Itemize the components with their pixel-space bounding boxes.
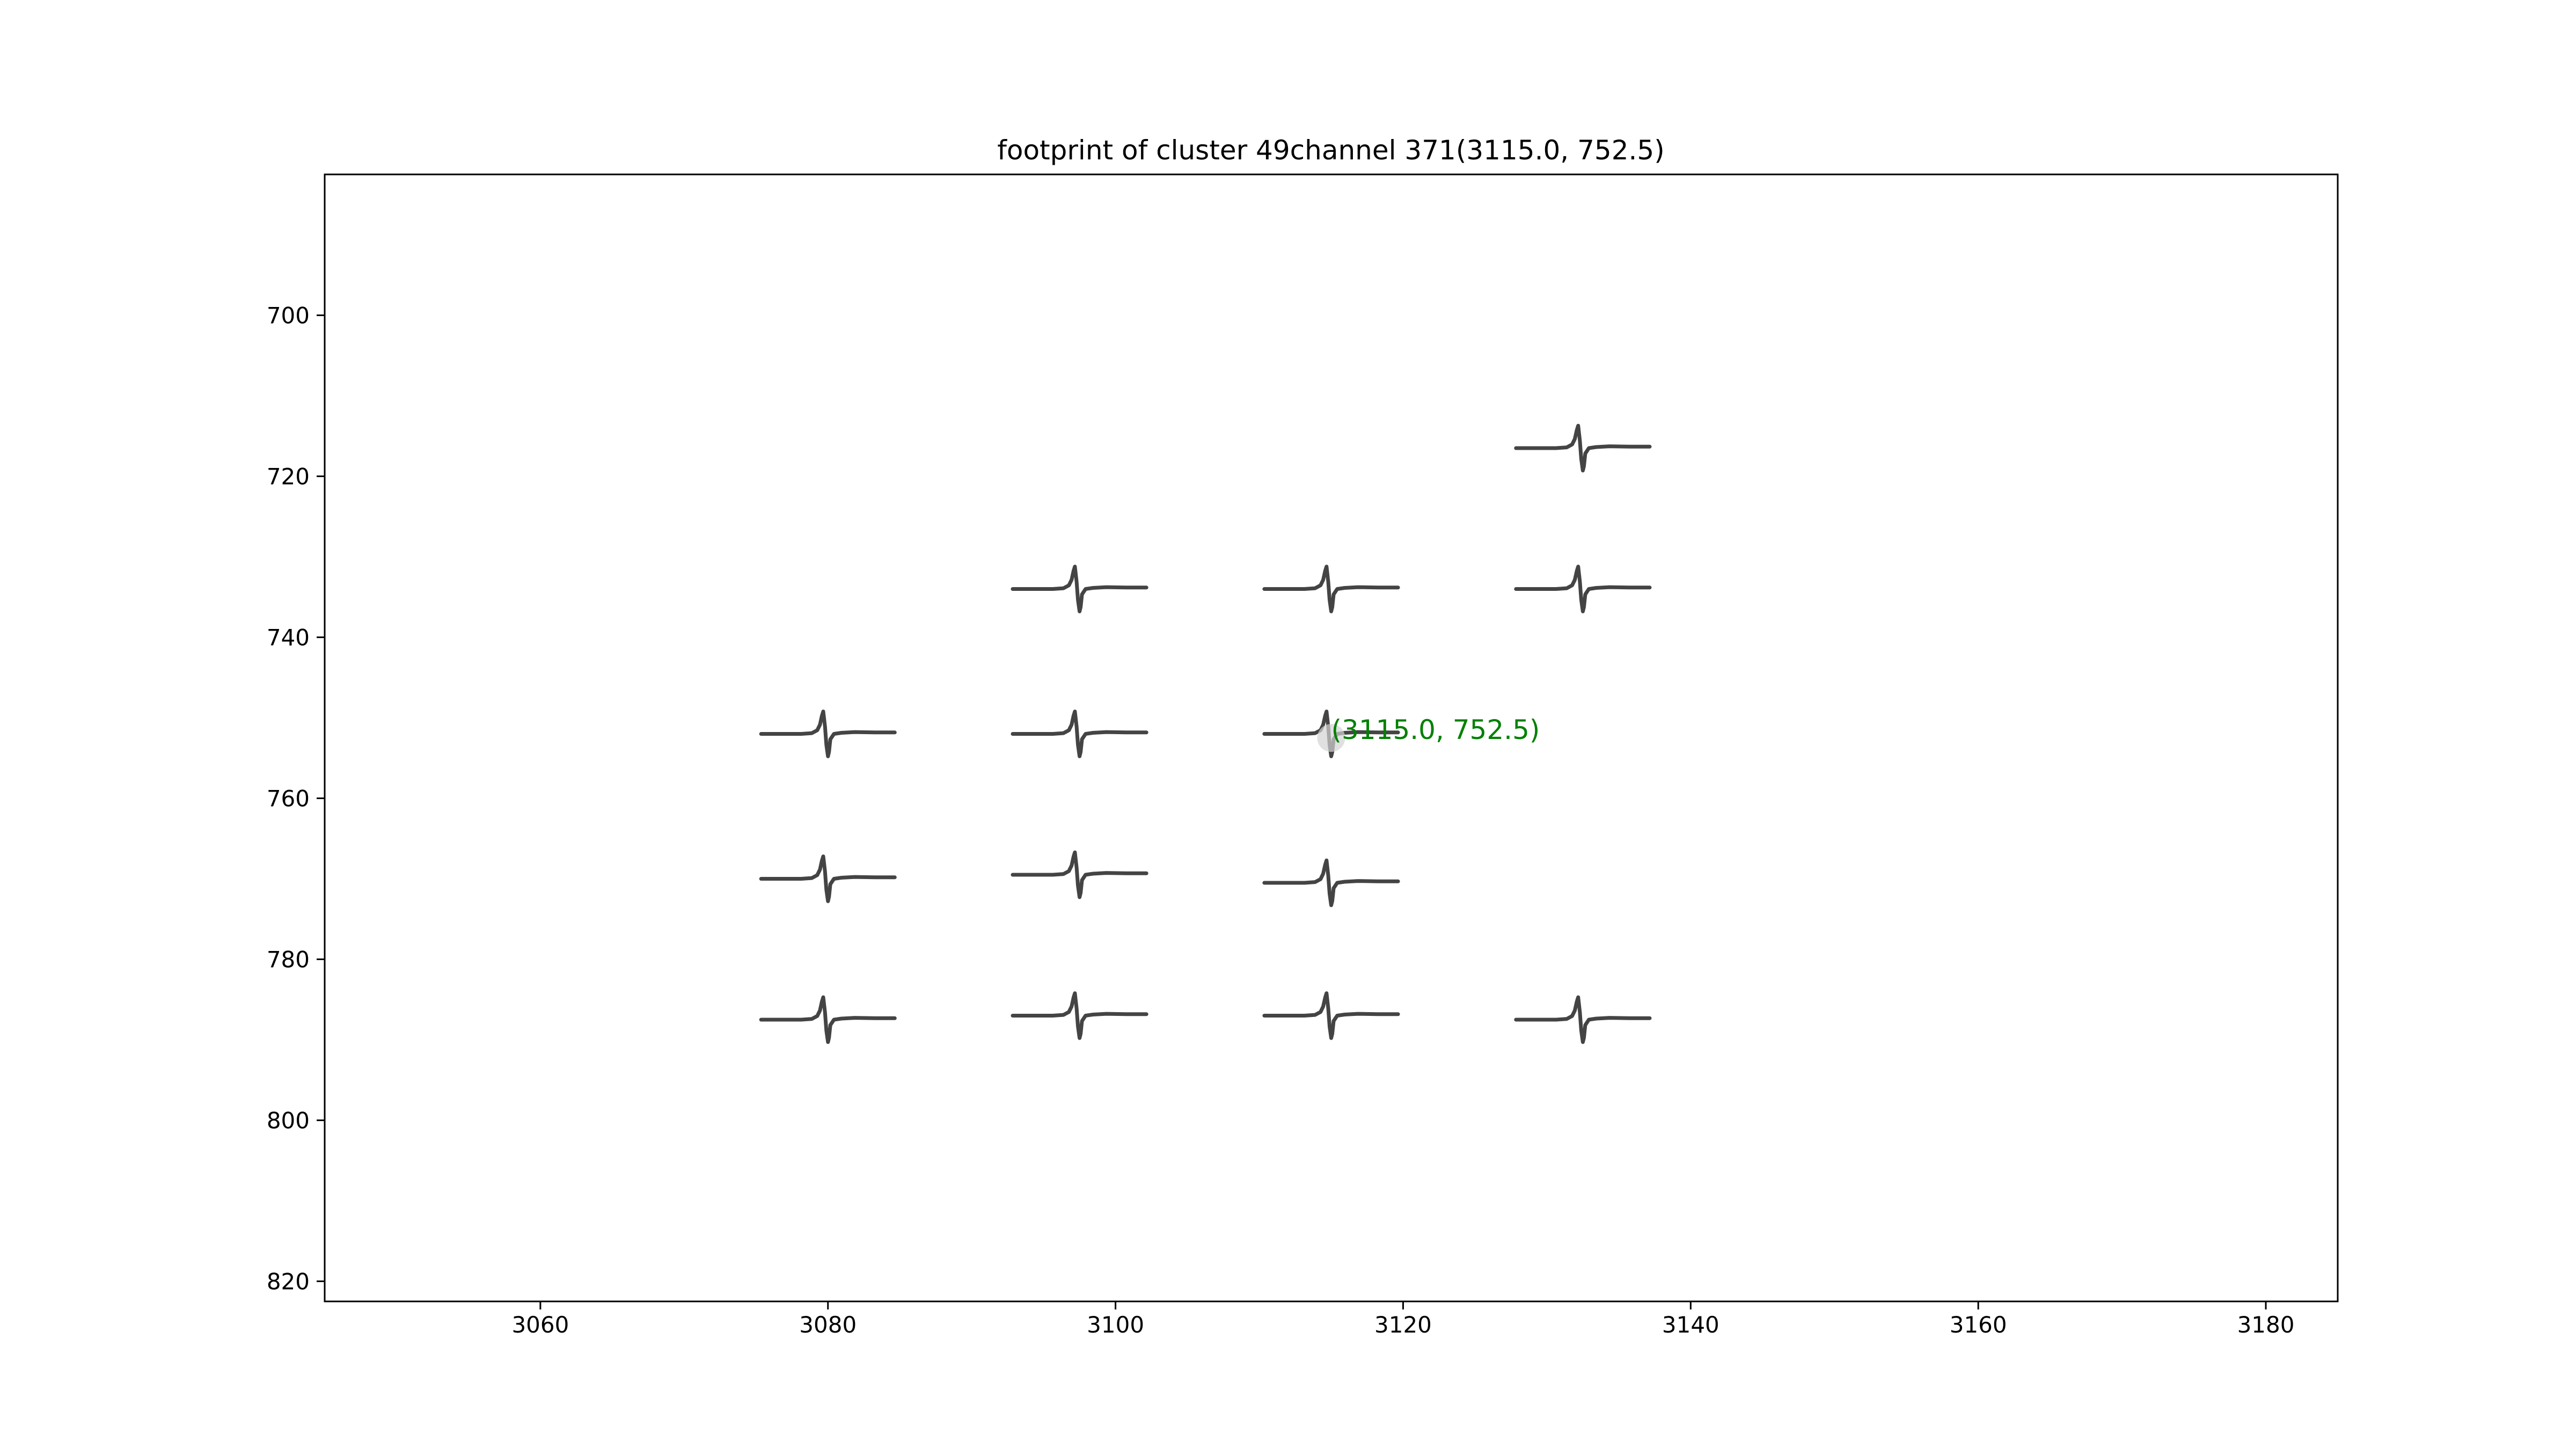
channel-waveform <box>1514 423 1652 473</box>
x-tick-label: 3060 <box>511 1312 569 1338</box>
channel-waveform <box>759 709 897 758</box>
y-tick-label: 780 <box>267 947 310 973</box>
y-tick-label: 740 <box>267 625 310 651</box>
x-axis: 3060 3080 3100 3120 3140 3160 3180 <box>511 1301 2294 1338</box>
channel-waveform <box>759 854 897 903</box>
y-tick-label: 700 <box>267 303 310 329</box>
waveform-layer <box>759 423 1652 1044</box>
channel-waveform <box>1011 991 1148 1040</box>
channel-waveform <box>1262 858 1400 908</box>
channel-waveform <box>1011 850 1148 899</box>
channel-waveform <box>1514 995 1652 1044</box>
y-axis: 700 720 740 760 780 800 820 <box>267 303 325 1295</box>
x-tick-label: 3120 <box>1374 1312 1432 1338</box>
plot-area-frame <box>324 173 2339 1302</box>
y-tick-label: 820 <box>267 1269 310 1295</box>
x-tick-label: 3140 <box>1662 1312 1719 1338</box>
center-annotation: (3115.0, 752.5) <box>1331 714 1540 745</box>
y-tick-label: 760 <box>267 786 310 812</box>
channel-waveform <box>1011 709 1148 758</box>
x-tick-label: 3100 <box>1087 1312 1144 1338</box>
center-channel-marker <box>1317 724 1345 752</box>
channel-waveform <box>1262 565 1400 613</box>
x-tick-label: 3080 <box>799 1312 857 1338</box>
y-tick-label: 720 <box>267 464 310 490</box>
chart-title: footprint of cluster 49channel 371(3115.… <box>997 135 1664 166</box>
x-tick-label: 3180 <box>2237 1312 2295 1338</box>
channel-waveform <box>1262 991 1400 1040</box>
y-tick-label: 800 <box>267 1108 310 1134</box>
center-marker-layer <box>1317 724 1345 752</box>
channel-waveform <box>759 995 897 1044</box>
x-tick-label: 3160 <box>1950 1312 2007 1338</box>
channel-waveform <box>1514 565 1652 613</box>
channel-waveform <box>1011 565 1148 613</box>
